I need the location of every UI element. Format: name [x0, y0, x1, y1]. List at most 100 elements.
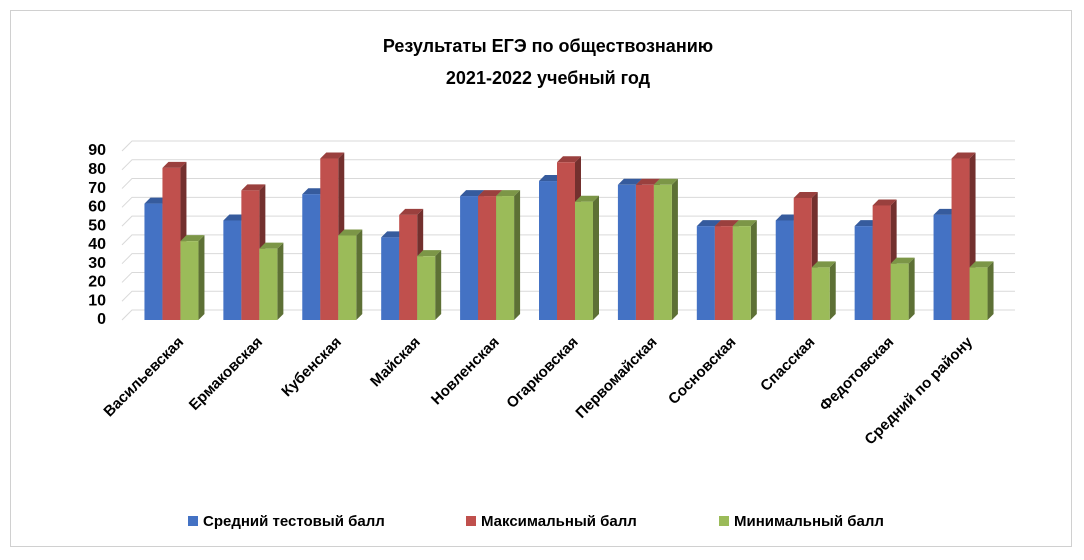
bar-face [933, 214, 952, 320]
bar-face [617, 184, 636, 320]
bar-face [338, 235, 357, 320]
bar [969, 261, 994, 320]
legend-swatch [719, 516, 729, 526]
bar-face [460, 190, 485, 197]
bar-face [198, 235, 205, 320]
bar-face [872, 205, 891, 320]
bar-face [241, 190, 260, 320]
legend-swatch [188, 516, 198, 526]
bar-face [714, 226, 733, 320]
bar-face [951, 152, 976, 159]
bar-face [593, 195, 599, 320]
bar-face [987, 261, 994, 320]
bar-face [399, 208, 424, 215]
bar-face [696, 226, 715, 320]
bar-face [653, 178, 678, 185]
bar-face [259, 242, 284, 249]
grid-line [121, 140, 1015, 152]
bar-face [338, 229, 363, 236]
bar-face [557, 162, 575, 320]
bar-face [223, 220, 242, 320]
bar-face [162, 167, 181, 320]
bar-face [635, 178, 660, 185]
bar-face [775, 220, 794, 320]
y-tick-label: 20 [88, 274, 106, 291]
bar [180, 235, 205, 320]
bar-face [635, 184, 654, 320]
bar-face [320, 158, 339, 320]
y-tick-label: 60 [88, 199, 106, 216]
bar [496, 190, 521, 320]
bar-face [951, 158, 970, 320]
bar-face [460, 196, 479, 320]
bar-face [539, 181, 557, 320]
bar-face [969, 261, 994, 268]
bar-face [241, 184, 266, 191]
bar-face [381, 237, 400, 320]
bar-face [435, 250, 442, 320]
chart-title: Результаты ЕГЭ по обществознанию [383, 36, 713, 56]
bar-face [514, 190, 521, 320]
bar-face [496, 190, 521, 197]
bar-face [811, 261, 836, 268]
grid-line [121, 159, 1015, 171]
bar [338, 229, 363, 320]
bar-face [575, 195, 599, 202]
bar [259, 242, 284, 320]
bar-face [750, 220, 757, 320]
bar-face [180, 235, 205, 242]
y-tick-label: 90 [88, 142, 106, 159]
bar-face [714, 220, 739, 227]
bar [575, 195, 599, 320]
bar-face [732, 220, 757, 227]
bar-face [969, 267, 988, 320]
bar-face [144, 203, 163, 320]
y-tick-label: 50 [88, 217, 106, 234]
bar-face [696, 220, 721, 227]
bar [732, 220, 757, 320]
bar-face [829, 261, 836, 320]
y-tick-label: 40 [88, 236, 106, 253]
bar [653, 178, 678, 320]
legend-label: Максимальный балл [481, 513, 637, 530]
grid-line [121, 215, 1015, 227]
bar-face [180, 241, 199, 320]
legend-label: Минимальный балл [734, 513, 884, 530]
bar-face [417, 256, 436, 320]
y-tick-label: 70 [88, 180, 106, 197]
bar-face [793, 197, 812, 320]
bar [417, 250, 442, 320]
bar-face [908, 257, 915, 320]
bar-face [162, 161, 187, 168]
y-tick-label: 10 [88, 292, 106, 309]
bar-face [496, 196, 515, 320]
bar-face [617, 178, 642, 185]
bar-face [653, 184, 672, 320]
bar-face [320, 152, 345, 159]
bar [811, 261, 836, 320]
bar-face [575, 201, 593, 320]
bar-face [811, 267, 830, 320]
grid-line [121, 196, 1015, 208]
bar-face [478, 196, 497, 320]
bar-face [671, 178, 678, 320]
bar-face [259, 248, 278, 320]
bar-face [732, 226, 751, 320]
bar-face [478, 190, 503, 197]
legend-swatch [466, 516, 476, 526]
grid-line [121, 178, 1015, 189]
bar-face [399, 214, 418, 320]
bar-face [302, 194, 321, 320]
bar-face [890, 263, 909, 320]
bar-face [356, 229, 363, 320]
bar-face [417, 250, 442, 257]
bar-face [890, 257, 915, 264]
bar-face [277, 242, 284, 320]
y-tick-label: 0 [97, 311, 106, 328]
bar-face [872, 199, 897, 206]
bar [890, 257, 915, 320]
bar-face [854, 226, 873, 320]
y-tick-label: 30 [88, 255, 106, 272]
bar-face [557, 156, 581, 163]
